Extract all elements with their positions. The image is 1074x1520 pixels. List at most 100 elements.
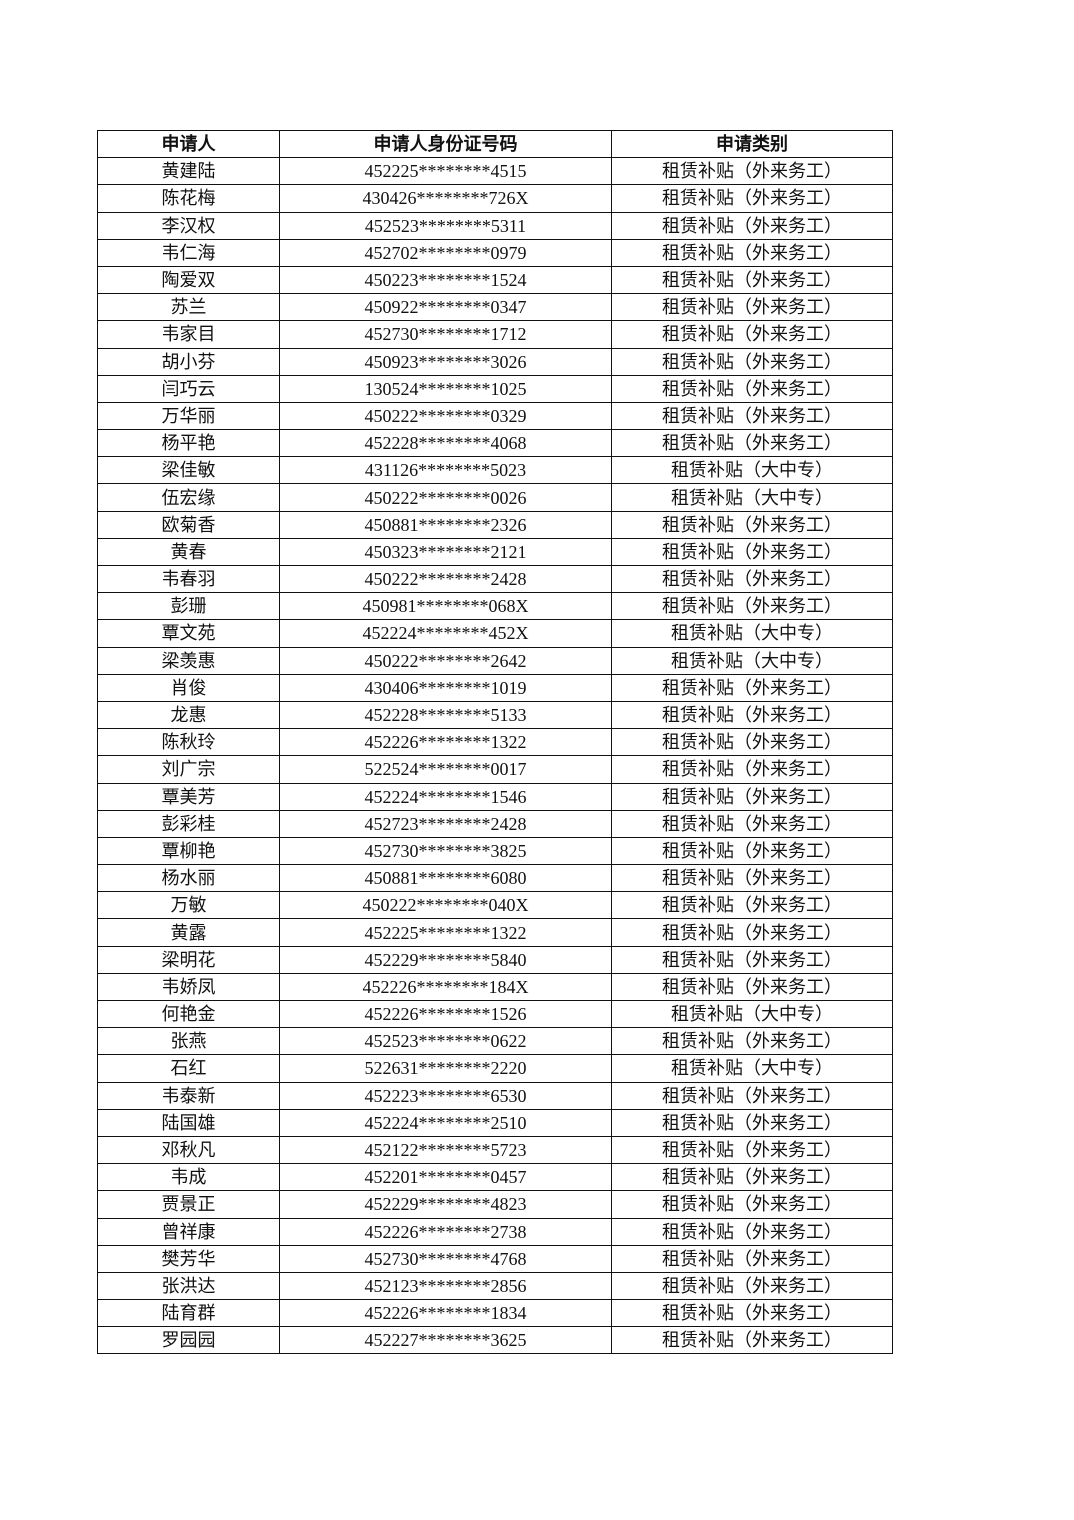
table-row: 陈花梅 430426********726X 租赁补贴（外来务工） [97, 184, 893, 213]
table-row: 邓秋凡 452122********5723 租赁补贴（外来务工） [97, 1135, 893, 1165]
category-cell: 租赁补贴（外来务工） [611, 728, 893, 757]
table-row: 胡小芬 450923********3026 租赁补贴（外来务工） [97, 347, 893, 376]
category-cell: 租赁补贴（外来务工） [611, 211, 893, 240]
category-cell: 租赁补贴（外来务工） [611, 864, 893, 893]
category-cell: 租赁补贴（外来务工） [611, 945, 893, 974]
id-number-cell: 452228********5133 [279, 700, 612, 730]
table-row: 刘广宗 522524********0017 租赁补贴（外来务工） [97, 755, 893, 784]
category-cell: 租赁补贴（外来务工） [611, 809, 893, 838]
table-row: 韦春羽 450222********2428 租赁补贴（外来务工） [97, 564, 893, 594]
applicant-name-cell: 杨平艳 [97, 429, 280, 458]
table-row: 贾景正 452229********4823 租赁补贴（外来务工） [97, 1190, 893, 1219]
table-row: 梁佳敏 431126********5023 租赁补贴（大中专） [97, 456, 893, 485]
applicant-name-cell: 梁明花 [97, 945, 280, 974]
applicant-name-cell: 韦泰新 [97, 1081, 280, 1110]
table-row: 欧菊香 450881********2326 租赁补贴（外来务工） [97, 510, 893, 539]
category-cell: 租赁补贴（外来务工） [611, 592, 893, 621]
table-row: 何艳金 452226********1526 租赁补贴（大中专） [97, 999, 893, 1029]
id-number-cell: 450323********2121 [279, 537, 612, 567]
category-cell: 租赁补贴（外来务工） [611, 755, 893, 784]
applicant-name-cell: 李汉权 [97, 211, 280, 240]
id-number-cell: 450222********2428 [279, 564, 612, 594]
applicant-name-cell: 何艳金 [97, 999, 280, 1029]
applicant-name-cell: 梁佳敏 [97, 456, 280, 485]
id-number-cell: 452225********4515 [279, 157, 612, 186]
applicant-name-cell: 邓秋凡 [97, 1135, 280, 1165]
applicant-name-cell: 闫巧云 [97, 374, 280, 403]
category-cell: 租赁补贴（大中专） [611, 1054, 893, 1083]
applicant-name-cell: 梁羡惠 [97, 646, 280, 675]
table-row: 黄露 452225********1322 租赁补贴（外来务工） [97, 918, 893, 947]
table-row: 覃柳艳 452730********3825 租赁补贴（外来务工） [97, 836, 893, 866]
applicant-name-cell: 曾祥康 [97, 1217, 280, 1246]
id-number-cell: 431126********5023 [279, 456, 612, 485]
id-number-cell: 452523********0622 [279, 1027, 612, 1056]
category-cell: 租赁补贴（外来务工） [611, 972, 893, 1002]
applicant-name-cell: 伍宏缘 [97, 483, 280, 512]
category-cell: 租赁补贴（外来务工） [611, 1326, 893, 1355]
id-number-cell: 130524********1025 [279, 374, 612, 403]
applicant-name-cell: 贾景正 [97, 1190, 280, 1219]
id-number-cell: 452223********6530 [279, 1081, 612, 1110]
id-number-cell: 452730********1712 [279, 320, 612, 349]
applicant-name-cell: 覃文苑 [97, 619, 280, 648]
applicant-name-cell: 樊芳华 [97, 1244, 280, 1273]
table-row: 韦仁海 452702********0979 租赁补贴（外来务工） [97, 238, 893, 267]
table-row: 曾祥康 452226********2738 租赁补贴（外来务工） [97, 1217, 893, 1246]
applicant-name-cell: 苏兰 [97, 293, 280, 322]
id-number-cell: 452730********3825 [279, 836, 612, 866]
applicant-name-cell: 韦春羽 [97, 564, 280, 594]
category-cell: 租赁补贴（外来务工） [611, 157, 893, 186]
id-number-cell: 452229********5840 [279, 945, 612, 974]
id-number-cell: 452227********3625 [279, 1326, 612, 1355]
category-cell: 租赁补贴（外来务工） [611, 1027, 893, 1056]
table-row: 肖俊 430406********1019 租赁补贴（外来务工） [97, 673, 893, 702]
id-number-cell: 452523********5311 [279, 211, 612, 240]
table-row: 杨平艳 452228********4068 租赁补贴（外来务工） [97, 429, 893, 458]
id-number-cell: 450981********068X [279, 592, 612, 621]
applicant-table: 申请人 申请人身份证号码 申请类别 黄建陆 452225********4515 租… [97, 129, 893, 1355]
applicant-name-cell: 陆育群 [97, 1299, 280, 1328]
applicant-name-cell: 肖俊 [97, 673, 280, 702]
table-row: 韦娇凤 452226********184X 租赁补贴（外来务工） [97, 972, 893, 1002]
table-row: 梁羡惠 450222********2642 租赁补贴（大中专） [97, 646, 893, 675]
id-number-cell: 452226********1322 [279, 728, 612, 757]
table-row: 韦家目 452730********1712 租赁补贴（外来务工） [97, 320, 893, 349]
applicant-name-cell: 黄建陆 [97, 157, 280, 186]
id-number-cell: 450923********3026 [279, 347, 612, 376]
category-cell: 租赁补贴（大中专） [611, 483, 893, 512]
id-number-cell: 450222********0026 [279, 483, 612, 512]
applicant-name-cell: 张洪达 [97, 1271, 280, 1301]
id-number-cell: 452702********0979 [279, 238, 612, 267]
applicant-name-cell: 黄露 [97, 918, 280, 947]
id-number-cell: 450222********0329 [279, 401, 612, 431]
id-number-cell: 430406********1019 [279, 673, 612, 702]
id-number-cell: 452224********1546 [279, 782, 612, 811]
category-cell: 租赁补贴（大中专） [611, 619, 893, 648]
id-number-cell: 450222********2642 [279, 646, 612, 675]
id-number-cell: 452225********1322 [279, 918, 612, 947]
category-cell: 租赁补贴（外来务工） [611, 1244, 893, 1273]
applicant-name-cell: 陆国雄 [97, 1108, 280, 1137]
id-number-cell: 450922********0347 [279, 293, 612, 322]
id-number-cell: 450881********6080 [279, 864, 612, 893]
table-row: 陆国雄 452224********2510 租赁补贴（外来务工） [97, 1108, 893, 1137]
table-row: 闫巧云 130524********1025 租赁补贴（外来务工） [97, 374, 893, 403]
category-cell: 租赁补贴（外来务工） [611, 238, 893, 267]
category-cell: 租赁补贴（外来务工） [611, 564, 893, 594]
table-row: 覃美芳 452224********1546 租赁补贴（外来务工） [97, 782, 893, 811]
applicant-name-cell: 彭彩桂 [97, 809, 280, 838]
table-row: 张洪达 452123********2856 租赁补贴（外来务工） [97, 1271, 893, 1301]
table-row: 伍宏缘 450222********0026 租赁补贴（大中专） [97, 483, 893, 512]
table-row: 杨水丽 450881********6080 租赁补贴（外来务工） [97, 864, 893, 893]
category-cell: 租赁补贴（外来务工） [611, 429, 893, 458]
applicant-name-cell: 杨水丽 [97, 864, 280, 893]
applicant-name-cell: 刘广宗 [97, 755, 280, 784]
category-cell: 租赁补贴（外来务工） [611, 1163, 893, 1192]
id-number-cell: 452229********4823 [279, 1190, 612, 1219]
category-cell: 租赁补贴（外来务工） [611, 1299, 893, 1328]
applicant-name-cell: 陈花梅 [97, 184, 280, 213]
header-id-number: 申请人身份证号码 [279, 129, 612, 159]
category-cell: 租赁补贴（外来务工） [611, 401, 893, 431]
applicant-name-cell: 韦家目 [97, 320, 280, 349]
